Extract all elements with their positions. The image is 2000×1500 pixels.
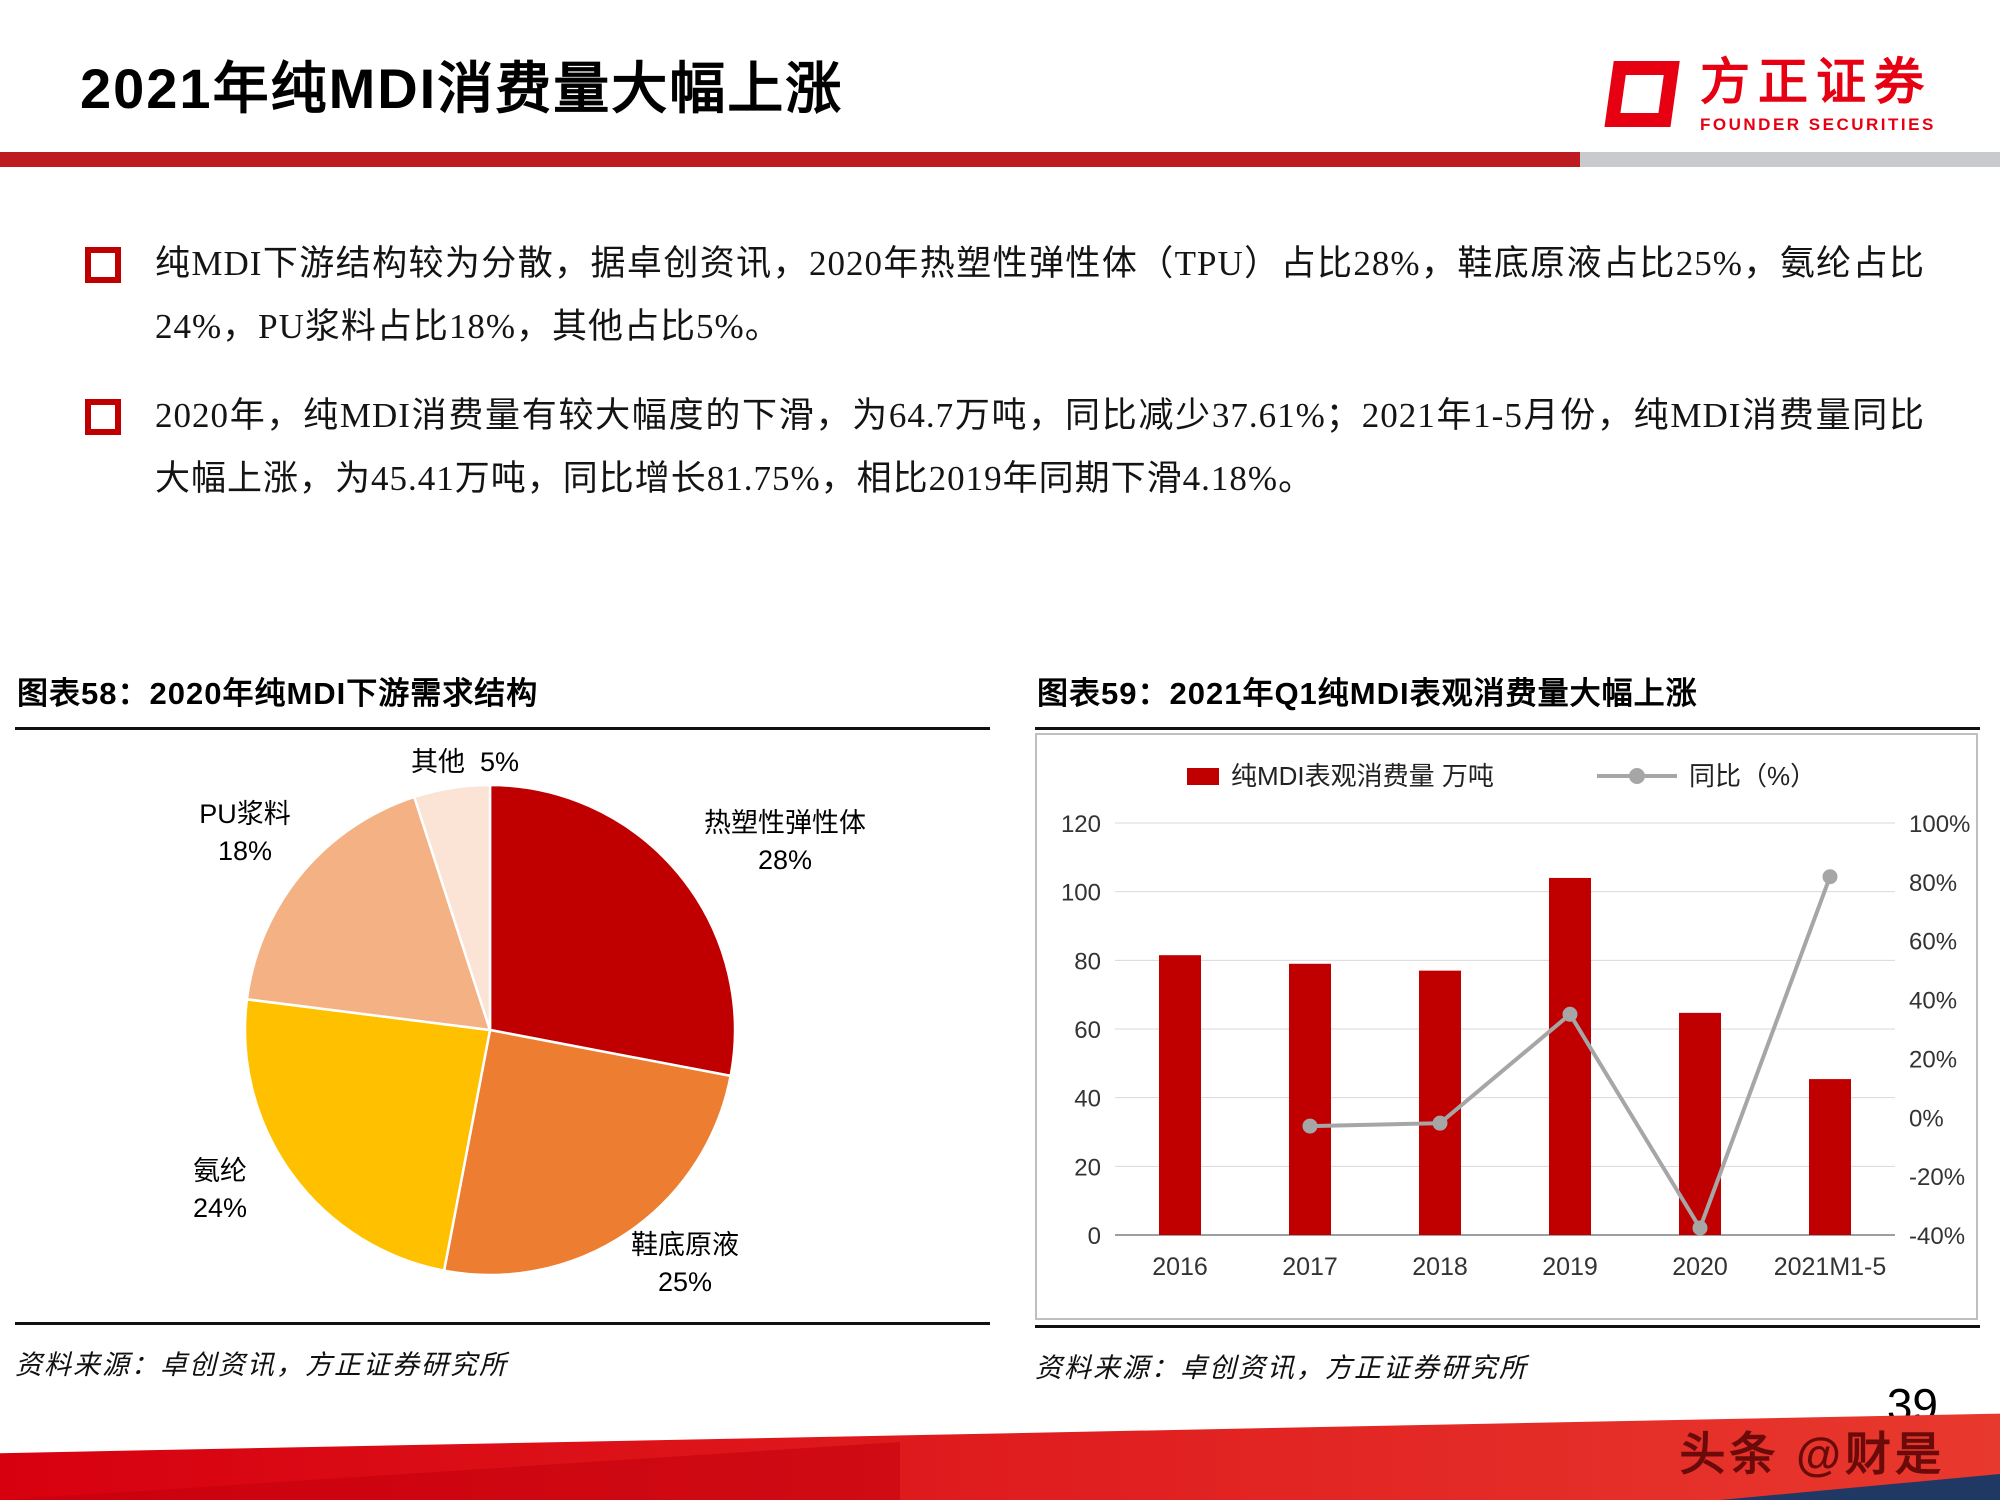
x-axis-label: 2016 [1152, 1253, 1208, 1281]
left-axis-tick: 80 [1074, 948, 1101, 975]
bar [1159, 955, 1201, 1235]
right-axis-tick: 100% [1909, 811, 1970, 838]
page-title: 2021年纯MDI消费量大幅上涨 [80, 57, 844, 120]
pie-label-other: 其他 5% [410, 747, 520, 777]
line-marker [1822, 869, 1838, 885]
bullet-text: 2020年，纯MDI消费量有较大幅度的下滑，为64.7万吨，同比减少37.61%… [155, 396, 1925, 498]
figure-58-source: 资料来源：卓创资讯，方正证券研究所 [15, 1350, 508, 1380]
header-divider [0, 152, 2000, 167]
left-axis-tick: 120 [1061, 811, 1101, 838]
figure-59-source: 资料来源：卓创资讯，方正证券研究所 [1035, 1353, 1528, 1383]
header-divider-gray [1580, 152, 2000, 167]
legend-line-marker [1629, 768, 1645, 784]
pie-slice [243, 997, 492, 1273]
right-axis-tick: 0% [1909, 1105, 1944, 1132]
line-marker [1302, 1118, 1318, 1134]
right-axis-tick: 60% [1909, 929, 1957, 956]
logo-text: 方正证券 FOUNDER SECURITIES [1700, 55, 1936, 135]
bar [1679, 1012, 1721, 1235]
figure-58: 图表58：2020年纯MDI下游需求结构 热塑性弹性体 28% 鞋底原液 25%… [15, 668, 990, 1382]
line-marker [1562, 1006, 1578, 1022]
figure-59-body: 0 20 40 60 80 100 120 -40% -20% 0% 20% 40% 60% 80% 100… [1035, 733, 1980, 1328]
line-marker [1432, 1115, 1448, 1131]
legend-bar-label: 纯MDI表观消费量 万吨 [1231, 761, 1494, 791]
pie-label-shoe-sole: 鞋底原液 25% [631, 1230, 739, 1297]
left-axis-tick: 40 [1074, 1086, 1101, 1113]
header-divider-red [0, 152, 1580, 167]
bar [1809, 1079, 1851, 1235]
bullet-list: 纯MDI下游结构较为分散，据卓创资讯，2020年热塑性弹性体（TPU）占比28%… [85, 232, 1933, 536]
pie-slice [442, 1028, 733, 1277]
right-axis-tick: 20% [1909, 1046, 1957, 1073]
watermark-text: 头条 @财是 [1679, 1428, 1945, 1480]
right-axis-tick: 40% [1909, 988, 1957, 1015]
x-axis-label: 2019 [1542, 1253, 1598, 1281]
pie-slice [488, 783, 737, 1078]
figure-59: 图表59：2021年Q1纯MDI表观消费量大幅上涨 0 20 40 60 80 100 12… [1035, 668, 1980, 1385]
bullet-square-icon [85, 399, 121, 435]
line-marker [1692, 1220, 1708, 1236]
x-axis-label: 2018 [1412, 1253, 1468, 1281]
founder-logo: 方正证券 FOUNDER SECURITIES [1598, 52, 1936, 138]
pie-slice [245, 795, 492, 1032]
bullet-text: 纯MDI下游结构较为分散，据卓创资讯，2020年热塑性弹性体（TPU）占比28%… [155, 244, 1925, 346]
bar [1549, 877, 1591, 1235]
figure-59-title: 图表59：2021年Q1纯MDI表观消费量大幅上涨 [1035, 668, 1980, 730]
x-axis-label: 2017 [1282, 1253, 1338, 1281]
left-axis-tick: 20 [1074, 1154, 1101, 1181]
legend-bar-swatch [1187, 768, 1219, 785]
left-axis-tick: 0 [1088, 1223, 1101, 1250]
pie-label-tpe: 热塑性弹性体 28% [704, 808, 866, 875]
bar [1419, 970, 1461, 1235]
x-axis-label: 2021M1-5 [1774, 1253, 1887, 1281]
right-axis-tick: -40% [1909, 1223, 1965, 1250]
founder-logo-icon [1604, 61, 1680, 127]
bullet-item: 2020年，纯MDI消费量有较大幅度的下滑，为64.7万吨，同比减少37.61%… [85, 384, 1933, 510]
left-axis-tick: 60 [1074, 1017, 1101, 1044]
combo-chart: 0 20 40 60 80 100 120 -40% -20% 0% 20% 40% 60% 80% 100… [1035, 733, 1978, 1320]
bullet-square-icon [85, 247, 121, 283]
x-axis-label: 2020 [1672, 1253, 1728, 1281]
pie-label-spandex: 氨纶 24% [192, 1156, 248, 1223]
left-axis-tick: 100 [1061, 880, 1101, 907]
bar [1289, 963, 1331, 1235]
figure-58-title: 图表58：2020年纯MDI下游需求结构 [15, 668, 990, 730]
logo-name: 方正证券 [1700, 54, 1932, 110]
bullet-item: 纯MDI下游结构较为分散，据卓创资讯，2020年热塑性弹性体（TPU）占比28%… [85, 232, 1933, 358]
legend-line-label: 同比（%） [1689, 761, 1816, 791]
pie-label-pu-slurry: PU浆料 18% [199, 799, 291, 866]
logo-subtitle: FOUNDER SECURITIES [1700, 115, 1936, 134]
pie-slice [412, 783, 492, 1031]
right-axis-tick: -20% [1909, 1164, 1965, 1191]
pie-chart [243, 783, 737, 1277]
right-axis-tick: 80% [1909, 870, 1957, 897]
figure-58-body: 热塑性弹性体 28% 鞋底原液 25% 氨纶 24% PU浆料 18% 其他 5… [15, 730, 990, 1325]
